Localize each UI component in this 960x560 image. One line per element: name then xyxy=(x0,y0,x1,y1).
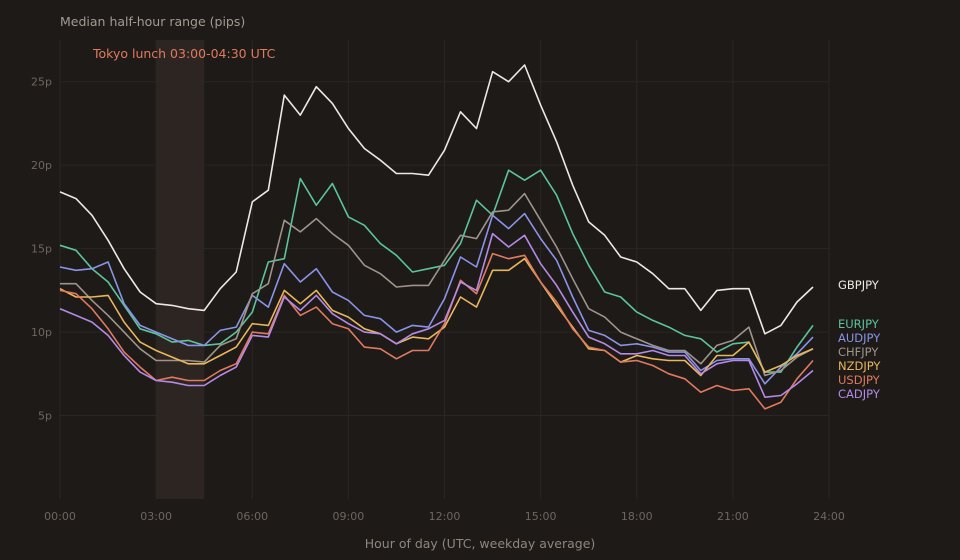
series-line-audjpy xyxy=(59,212,814,385)
x-tick-label: 09:00 xyxy=(333,510,365,523)
series-line-eurjpy xyxy=(59,169,814,373)
x-axis-label: Hour of day (UTC, weekday average) xyxy=(365,536,596,551)
legend-label-gbpjpy: GBPJPY xyxy=(838,278,880,292)
annotation-label: Tokyo lunch 03:00-04:30 UTC xyxy=(92,46,276,61)
series-line-nzdjpy xyxy=(59,257,814,377)
legend-label-audjpy: AUDJPY xyxy=(838,331,881,345)
x-tick-label: 12:00 xyxy=(429,510,461,523)
legend-label-eurjpy: EURJPY xyxy=(838,317,880,331)
series-line-usdjpy xyxy=(59,252,814,410)
chart-title: Median half-hour range (pips) xyxy=(60,14,245,29)
legend-label-cadjpy: CADJPY xyxy=(838,387,881,401)
x-tick-label: 06:00 xyxy=(236,510,268,523)
series-line-gbpjpy xyxy=(59,64,814,335)
x-tick-label: 03:00 xyxy=(140,510,172,523)
x-tick-label: 15:00 xyxy=(525,510,557,523)
x-tick-label: 00:00 xyxy=(44,510,76,523)
y-tick-label: 20p xyxy=(31,159,52,172)
y-tick-label: 5p xyxy=(38,410,52,423)
series-line-chfjpy xyxy=(60,192,814,377)
legend-label-chfjpy: CHFJPY xyxy=(838,345,879,359)
y-tick-label: 25p xyxy=(31,76,52,89)
x-tick-label: 24:00 xyxy=(813,510,845,523)
series-line-cadjpy xyxy=(59,232,814,399)
legend-label-nzdjpy: NZDJPY xyxy=(838,359,881,373)
x-tick-label: 18:00 xyxy=(621,510,653,523)
y-tick-label: 10p xyxy=(31,326,52,339)
legend-label-usdjpy: USDJPY xyxy=(838,373,881,387)
annotation-band xyxy=(156,40,205,499)
x-tick-label: 21:00 xyxy=(717,510,749,523)
y-tick-label: 15p xyxy=(31,243,52,256)
